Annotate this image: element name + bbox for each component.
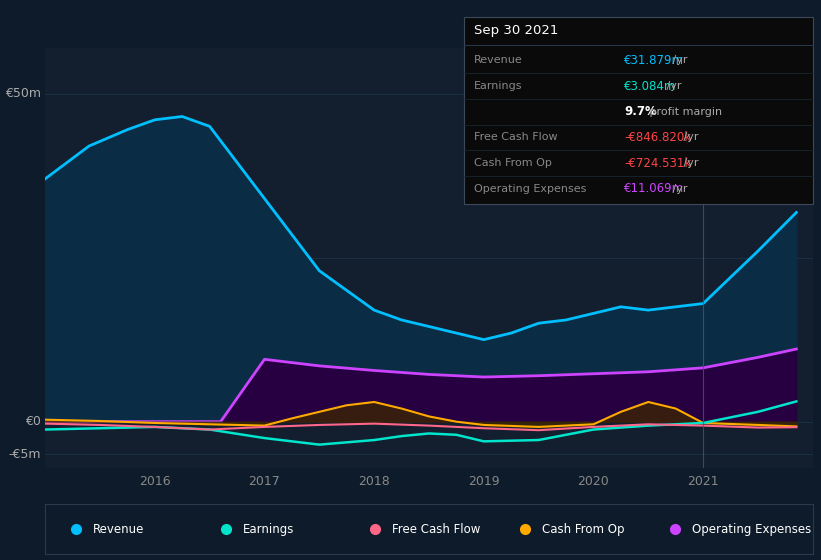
Text: 9.7%: 9.7% xyxy=(624,105,657,118)
Text: /yr: /yr xyxy=(680,132,699,142)
Text: /yr: /yr xyxy=(680,158,699,168)
Text: €0: €0 xyxy=(25,415,41,428)
Text: profit margin: profit margin xyxy=(646,107,722,117)
Text: Cash From Op: Cash From Op xyxy=(474,158,552,168)
Text: -€724.531k: -€724.531k xyxy=(624,157,691,170)
Text: €31.879m: €31.879m xyxy=(624,54,684,67)
Text: Earnings: Earnings xyxy=(242,522,294,536)
Text: €3.084m: €3.084m xyxy=(624,80,677,92)
Text: Earnings: Earnings xyxy=(474,81,522,91)
Text: /yr: /yr xyxy=(663,81,681,91)
Text: Cash From Op: Cash From Op xyxy=(542,522,624,536)
Text: Operating Expenses: Operating Expenses xyxy=(474,184,586,194)
Text: -€846.820k: -€846.820k xyxy=(624,131,691,144)
Text: Sep 30 2021: Sep 30 2021 xyxy=(474,24,558,38)
Text: /yr: /yr xyxy=(668,55,687,66)
Text: Revenue: Revenue xyxy=(93,522,144,536)
Text: Free Cash Flow: Free Cash Flow xyxy=(392,522,480,536)
Text: €11.069m: €11.069m xyxy=(624,182,684,195)
Text: /yr: /yr xyxy=(668,184,687,194)
Text: Operating Expenses: Operating Expenses xyxy=(691,522,811,536)
Text: Free Cash Flow: Free Cash Flow xyxy=(474,132,557,142)
Text: -€5m: -€5m xyxy=(9,448,41,461)
Text: €50m: €50m xyxy=(5,87,41,100)
Text: Revenue: Revenue xyxy=(474,55,522,66)
